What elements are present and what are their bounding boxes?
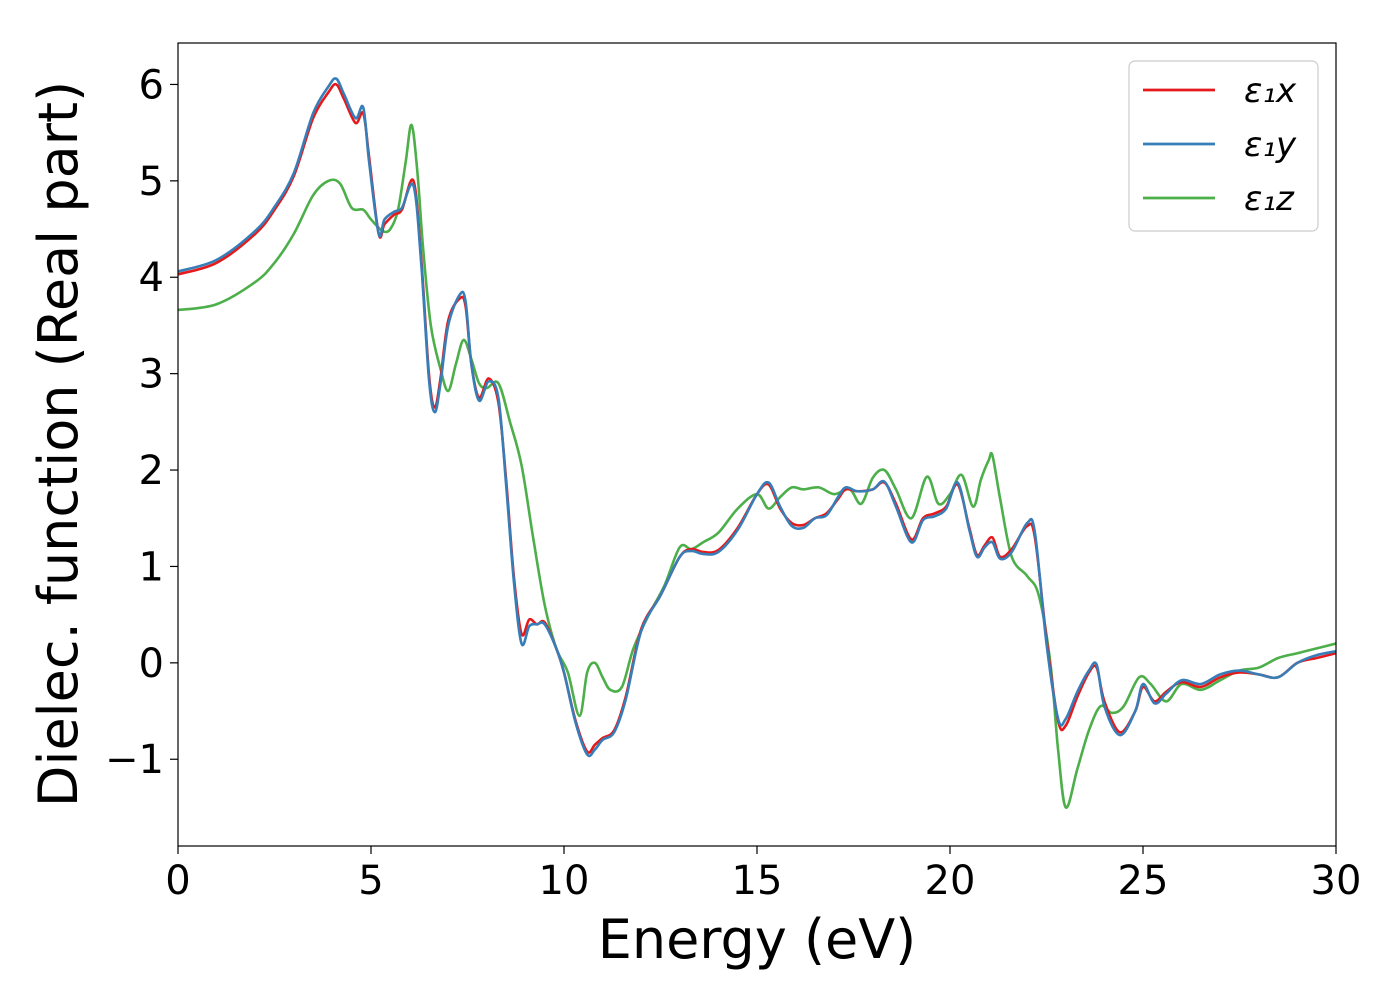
x-tick-label: 20 [925,858,976,904]
x-tick-label: 15 [732,858,783,904]
series-line-1 [178,77,1336,758]
ticks-layer: 0 5 10 15 20 25 30 −1 0 1 2 3 4 5 6 [105,62,1361,904]
x-tick-label: 30 [1311,858,1362,904]
legend-label-1: ε₁y [1244,125,1297,165]
series-layer [178,77,1336,809]
x-tick-label: 10 [539,858,590,904]
x-tick-label: 5 [358,858,383,904]
series-line-2 [178,123,1336,809]
legend: ε₁x ε₁y ε₁z [1128,60,1319,232]
y-axis-title: Dielec. function (Real part) [27,81,90,807]
legend-label-0: ε₁x [1244,71,1297,111]
y-tick-label: 2 [139,448,164,494]
legend-box [1128,60,1319,232]
y-tick-label: 4 [139,255,164,301]
x-tick-label: 0 [165,858,190,904]
x-axis-title: Energy (eV) [598,908,917,971]
y-tick-label: 1 [139,544,164,590]
y-tick-label: −1 [105,737,164,783]
y-tick-label: 3 [139,352,164,398]
y-tick-label: 6 [139,62,164,108]
x-tick-label: 25 [1118,858,1169,904]
y-tick-label: 5 [139,159,164,205]
y-tick-label: 0 [139,641,164,687]
legend-label-2: ε₁z [1244,179,1295,219]
